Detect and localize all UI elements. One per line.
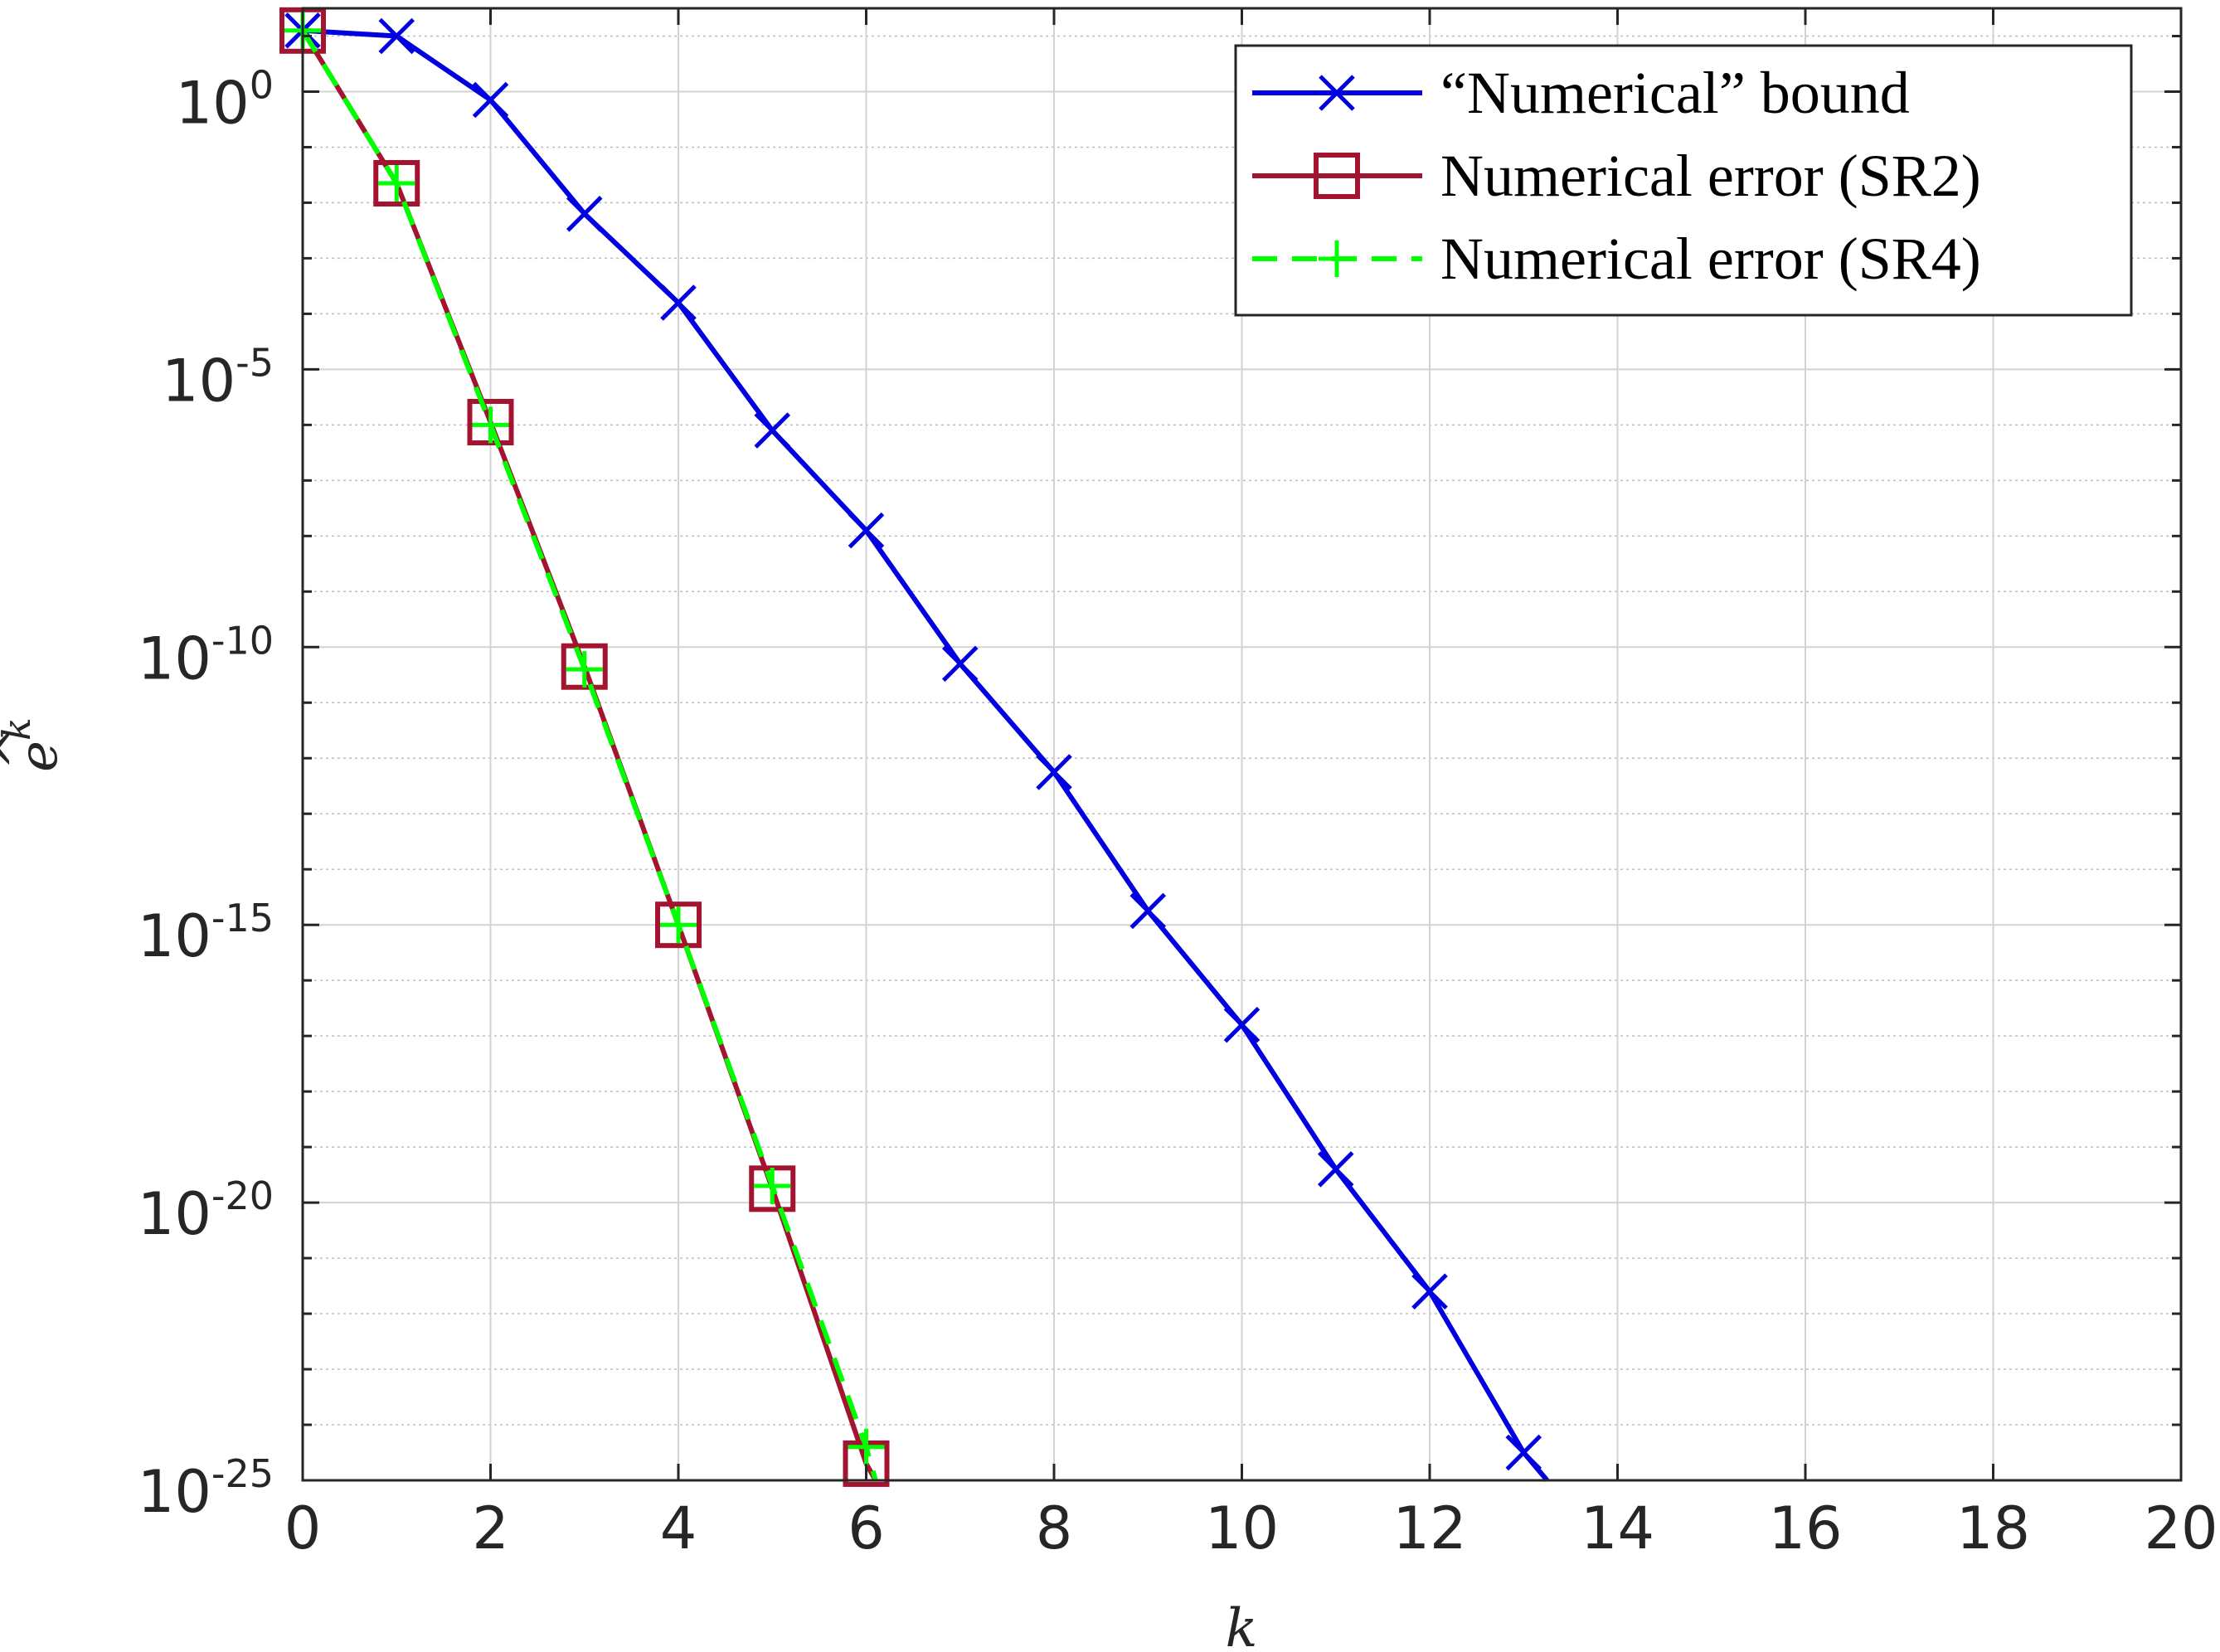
x-tick-label: 12: [1392, 1494, 1466, 1562]
series-1-marker: [848, 512, 885, 549]
y-tick-label: 10-25: [138, 1451, 274, 1526]
series-1-marker: [1317, 1151, 1354, 1188]
y-axis-label: ek ^: [0, 717, 70, 772]
series-1-marker: [660, 284, 697, 321]
x-tick-label: 20: [2144, 1494, 2218, 1562]
series-2-marker: [655, 901, 702, 949]
y-tick-label: 10-20: [138, 1173, 274, 1248]
legend-entry-2-label: Numerical error (SR2): [1440, 143, 1981, 209]
series-1-marker: [1505, 1434, 1542, 1471]
series-1-marker: [1223, 1006, 1261, 1043]
legend-entry-1: “Numerical” bound: [1252, 60, 1910, 126]
y-axis-label-sup: k: [0, 717, 39, 741]
series-1-marker: [941, 645, 979, 683]
x-tick-label: 0: [284, 1494, 322, 1562]
series-1-marker: [472, 81, 509, 119]
series-1-marker: [378, 17, 415, 55]
legend-entry-2-marker: [1314, 153, 1360, 199]
x-tick-label: 6: [848, 1494, 885, 1562]
series-layer: [279, 7, 1549, 1487]
x-tick-label: 8: [1036, 1494, 1073, 1562]
axis-ticks: 0 2 4 6 8 10 12 14 16 18 20 100 10-5 10-10 10-15 10-20 1…: [138, 8, 2218, 1562]
x-axis-label: k: [1226, 1598, 1258, 1652]
series-2-marker: [373, 159, 420, 206]
y-tick-label: 10-15: [138, 896, 274, 970]
x-tick-label: 16: [1768, 1494, 1842, 1562]
series-1-marker: [566, 196, 603, 232]
legend-entry-3: Numerical error (SR4): [1252, 226, 1981, 292]
legend-entry-3-label: Numerical error (SR4): [1440, 226, 1981, 292]
x-tick-label: 14: [1581, 1494, 1654, 1562]
series-3: [284, 12, 885, 1481]
y-tick-label: 10-5: [162, 340, 274, 415]
series-1-marker: [1036, 754, 1072, 790]
series-3-line: [300, 29, 878, 1481]
series-1-marker: [1411, 1273, 1448, 1310]
svg-text:ek: ek: [0, 717, 70, 772]
legend-entry-1-label: “Numerical” bound: [1440, 60, 1910, 126]
y-axis-label-accent: ^: [0, 726, 46, 770]
series-1-marker: [1129, 892, 1167, 930]
x-tick-label: 10: [1205, 1494, 1279, 1562]
x-tick-label: 4: [660, 1494, 697, 1562]
y-tick-label: 100: [176, 62, 274, 137]
x-tick-label: 18: [1956, 1494, 2030, 1562]
y-tick-label: 10-10: [138, 618, 274, 692]
legend-entry-2: Numerical error (SR2): [1252, 143, 1981, 209]
legend-entry-1-marker: [1319, 75, 1355, 111]
y-axis-label-base: e: [8, 741, 70, 772]
x-tick-label: 2: [472, 1494, 509, 1562]
series-1-marker: [754, 412, 791, 449]
legend: “Numerical” bound Numerical error (SR2) Nu…: [1234, 44, 2133, 317]
